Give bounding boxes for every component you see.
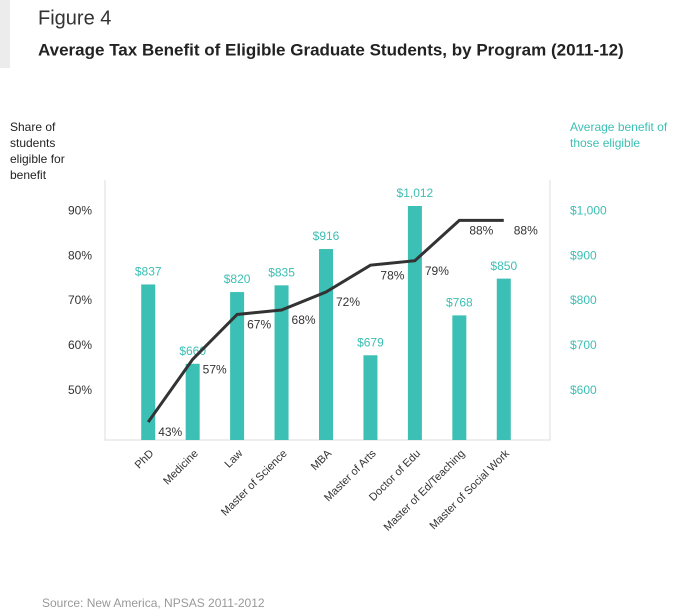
x-tick-label: PhD (133, 448, 157, 472)
x-tick-label: Master of Ed/Teaching (382, 448, 468, 534)
bar (185, 363, 200, 440)
line-value-label: 88% (514, 224, 538, 238)
line-value-label: 88% (469, 224, 493, 238)
bar (452, 315, 467, 440)
y-axis-title: Share of students eligible for benefit (10, 120, 65, 182)
line-value-label: 57% (203, 362, 227, 376)
bar-value-label: $1,012 (397, 186, 434, 200)
bar-value-label: $679 (357, 335, 384, 349)
source: Source: New America, NPSAS 2011-2012 (42, 596, 265, 609)
bar-value-label: $820 (224, 272, 251, 286)
bar (230, 292, 245, 440)
bar (319, 249, 333, 440)
bar-value-label: $916 (313, 229, 340, 243)
bar (407, 206, 422, 440)
line-value-label: 79% (425, 264, 449, 278)
line-value-label: 72% (336, 295, 360, 309)
line (146, 218, 504, 423)
chart-title: Average Tax Benefit of Eligible Graduate… (38, 40, 624, 59)
y2-tick-label: $700 (570, 338, 597, 352)
y2-tick-label: $1,000 (570, 204, 607, 218)
bar (496, 278, 511, 440)
y-tick-label: 60% (68, 338, 92, 352)
bar-value-label: $850 (490, 259, 517, 273)
y2-tick-label: $800 (570, 293, 597, 307)
bar (363, 355, 378, 440)
line-value-label: 78% (380, 268, 404, 282)
bar-value-label: $835 (268, 266, 295, 280)
bar (274, 285, 289, 440)
y2-tick-label: $600 (570, 383, 597, 397)
y2-axis-title: Average benefit of those eligible (570, 120, 668, 150)
x-tick-label: MBA (309, 447, 335, 473)
accent-bar (0, 0, 10, 68)
figure-label: Figure 4 (38, 7, 111, 29)
bar-value-label: $837 (135, 265, 162, 279)
line-value-label: 67% (247, 318, 271, 332)
line-value-label: 43% (158, 425, 182, 439)
x-tick-label: Law (223, 448, 246, 471)
y-tick-label: 80% (68, 248, 92, 262)
x-tick-label: Master of Social Work (428, 447, 513, 532)
y-tick-label: 90% (68, 204, 92, 218)
line-value-label: 68% (292, 313, 316, 327)
y2-tick-label: $900 (570, 248, 597, 262)
x-tick-label: Medicine (161, 448, 201, 488)
bar (141, 284, 156, 440)
bar-value-label: $768 (446, 296, 473, 310)
y-tick-label: 50% (68, 383, 92, 397)
y-tick-label: 70% (68, 293, 92, 307)
